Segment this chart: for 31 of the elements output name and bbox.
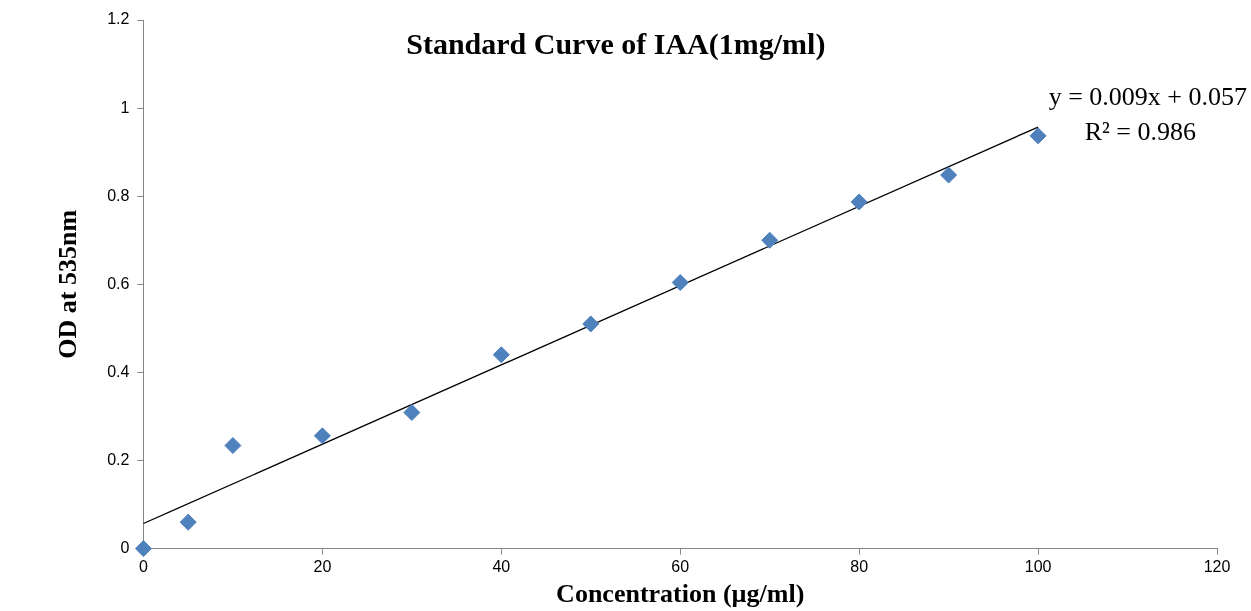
point [671, 274, 689, 292]
y-tick-label: 0.4 [107, 362, 130, 380]
y-axis-title: OD at 535nm [53, 209, 83, 359]
y-tick-label: 0.8 [107, 186, 130, 204]
annotation: y = 0.009x + 0.057 [1048, 81, 1247, 111]
x-tick-label: 20 [313, 557, 332, 575]
x-tick-label: 100 [1024, 557, 1052, 575]
point [761, 231, 779, 249]
point [134, 540, 152, 558]
x-tick-label: 0 [138, 557, 148, 575]
x-tick-label: 60 [671, 557, 690, 575]
point [1029, 127, 1047, 145]
x-tick-label: 120 [1203, 557, 1231, 575]
point [313, 427, 331, 445]
y-tick-label: 0.2 [107, 450, 130, 468]
point [224, 437, 242, 455]
point [403, 403, 421, 421]
x-axis-title: Concentration (µg/ml) [556, 579, 805, 609]
x-tick-label: 80 [850, 557, 869, 575]
y-tick-label: 0.6 [107, 274, 130, 292]
y-tick-label: 1 [120, 98, 130, 116]
y-tick-label: 0 [120, 539, 130, 557]
point [492, 346, 510, 364]
y-tick-label: 1.2 [107, 10, 130, 28]
point [582, 315, 600, 333]
point [179, 513, 197, 531]
point [850, 193, 868, 211]
point [940, 166, 958, 184]
x-tick-label: 40 [492, 557, 511, 575]
annotation: R² = 0.986 [1084, 116, 1196, 146]
chart-title: Standard Curve of IAA(1mg/ml) [406, 26, 826, 61]
